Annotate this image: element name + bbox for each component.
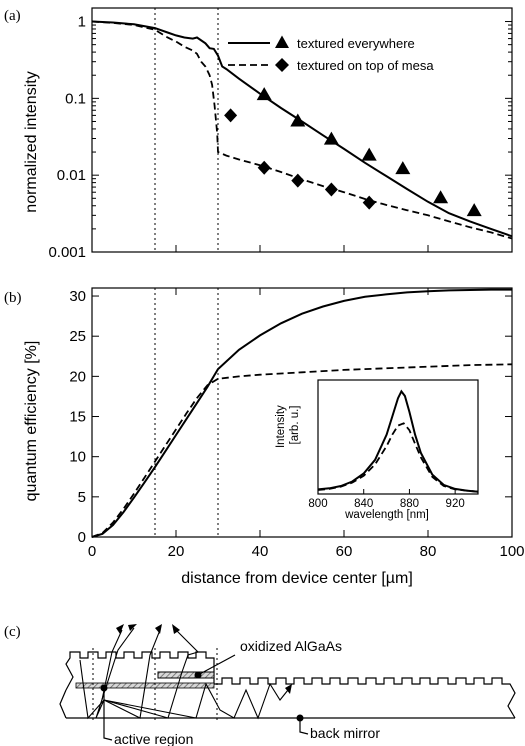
panel-b-x-tick-label: 100 (499, 543, 524, 560)
panel-a-frame (91, 7, 513, 253)
ray-2 (95, 627, 135, 719)
panel-a-y-tick-label: 0.01 (57, 167, 86, 184)
ray-arrowhead-1 (116, 624, 124, 634)
panel-c-label: (c) (4, 624, 21, 640)
panel-b-frame (91, 287, 513, 538)
diamond-marker (362, 195, 376, 210)
ray-arrowhead-5 (285, 684, 292, 694)
diamond-marker (224, 108, 238, 123)
panel-b-x-tick-label: 60 (336, 543, 353, 560)
panel-c-diagram: (c) (4, 624, 516, 746)
panel-b-y-tick-label: 10 (69, 449, 86, 466)
series-line-qe-dashed (91, 363, 513, 538)
panel-a-y-axis-title: normalized intensity (23, 71, 40, 212)
triangle-marker (395, 161, 411, 175)
panel-b-y-tick-label: 0 (78, 529, 86, 546)
oxidized-callout-leader (197, 654, 236, 676)
light-rays (79, 624, 292, 720)
inset-y-axis-title: Intensity [arb. u.] (275, 402, 301, 448)
inset-y-axis-title-line1: Intensity (275, 405, 287, 448)
inset-series-dashed (317, 422, 479, 493)
panel-b-y-axis-title: quantum efficiency [%] (23, 341, 40, 502)
panel-b-x-tick-label: 80 (420, 543, 437, 560)
inset-spectrum-plot: 800 840 880 920 (296, 374, 490, 522)
panel-b: (b) 0 5 10 15 20 25 30 0 20 40 60 80 100 quantum eff… (4, 287, 525, 587)
ray-arrowhead-2 (128, 624, 137, 631)
ray-5 (103, 682, 289, 720)
panel-a-y-tick-label: 1 (78, 14, 86, 31)
mesa-top-surface (65, 651, 215, 691)
inset-x-tick-label: 880 (400, 498, 419, 510)
diamond-marker (257, 160, 271, 175)
active-region-label: active region (114, 731, 193, 746)
triangle-marker (256, 87, 272, 101)
panel-b-y-tick-label: 30 (69, 288, 86, 305)
ray-1 (101, 629, 123, 701)
series-line-textured-on-top-of-mesa (91, 20, 513, 240)
panel-b-y-tick-label: 20 (69, 368, 86, 385)
inset-y-axis-title-line2: [arb. u.] (289, 406, 301, 445)
triangle-marker (323, 131, 339, 145)
series-line-textured-everywhere (91, 20, 513, 238)
triangle-marker (361, 147, 377, 161)
legend-triangle-marker (275, 35, 289, 48)
series-line-qe-solid (91, 288, 512, 538)
ray-4 (103, 629, 200, 719)
oxidized-algaas-layer (157, 671, 215, 679)
ray-arrowhead-4 (172, 624, 180, 634)
panel-b-x-axis-title: distance from device center [µm] (181, 570, 413, 587)
panel-b-y-tick-label: 25 (69, 328, 86, 345)
back-mirror-label: back mirror (310, 725, 380, 741)
panel-b-plot: 0 5 10 15 20 25 30 0 20 40 60 80 100 (69, 287, 525, 560)
panel-b-x-tick-label: 0 (88, 543, 96, 560)
left-break-edge (59, 689, 67, 719)
panel-b-y-tick-label: 15 (69, 409, 86, 426)
lower-textured-surface (213, 675, 516, 719)
triangle-marker (433, 190, 449, 204)
panel-a-y-tick-label: 0.1 (65, 90, 86, 107)
inset-x-tick-label: 840 (354, 498, 373, 510)
panel-a-label: (a) (4, 8, 21, 24)
panel-b-x-tick-label: 20 (168, 543, 185, 560)
inset-x-axis-title: wavelength [nm] (344, 509, 429, 521)
ray-3 (103, 629, 161, 719)
oxidized-algaas-label: oxidized AlGaAs (240, 638, 342, 654)
ray-arrowhead-3 (155, 624, 162, 634)
panel-a: (a) 0.001 0.01 0.1 1 normalized intensity t… (4, 7, 513, 261)
diamond-marker (291, 173, 305, 188)
panel-b-label: (b) (4, 290, 22, 306)
panel-a-plot: 0.001 0.01 0.1 1 (48, 7, 513, 261)
triangle-marker (290, 113, 306, 127)
ray-6 (79, 659, 105, 720)
legend-label-textured-on-top-of-mesa: textured on top of mesa (297, 58, 434, 73)
diamond-marker (324, 182, 338, 197)
inset-x-tick-label: 800 (308, 498, 327, 510)
triangle-marker (466, 203, 482, 217)
legend-label-textured-everywhere: textured everywhere (297, 36, 415, 51)
panel-b-x-tick-label: 40 (252, 543, 269, 560)
panel-a-legend: textured everywhere textured on top of m… (228, 35, 434, 73)
panel-b-y-tick-label: 5 (78, 489, 86, 506)
back-mirror-callout-leader (299, 718, 309, 735)
active-region-callout-leader (103, 688, 113, 741)
panel-a-y-tick-label: 0.001 (48, 244, 86, 261)
legend-diamond-marker (275, 58, 289, 72)
inset-x-tick-label: 920 (446, 498, 465, 510)
